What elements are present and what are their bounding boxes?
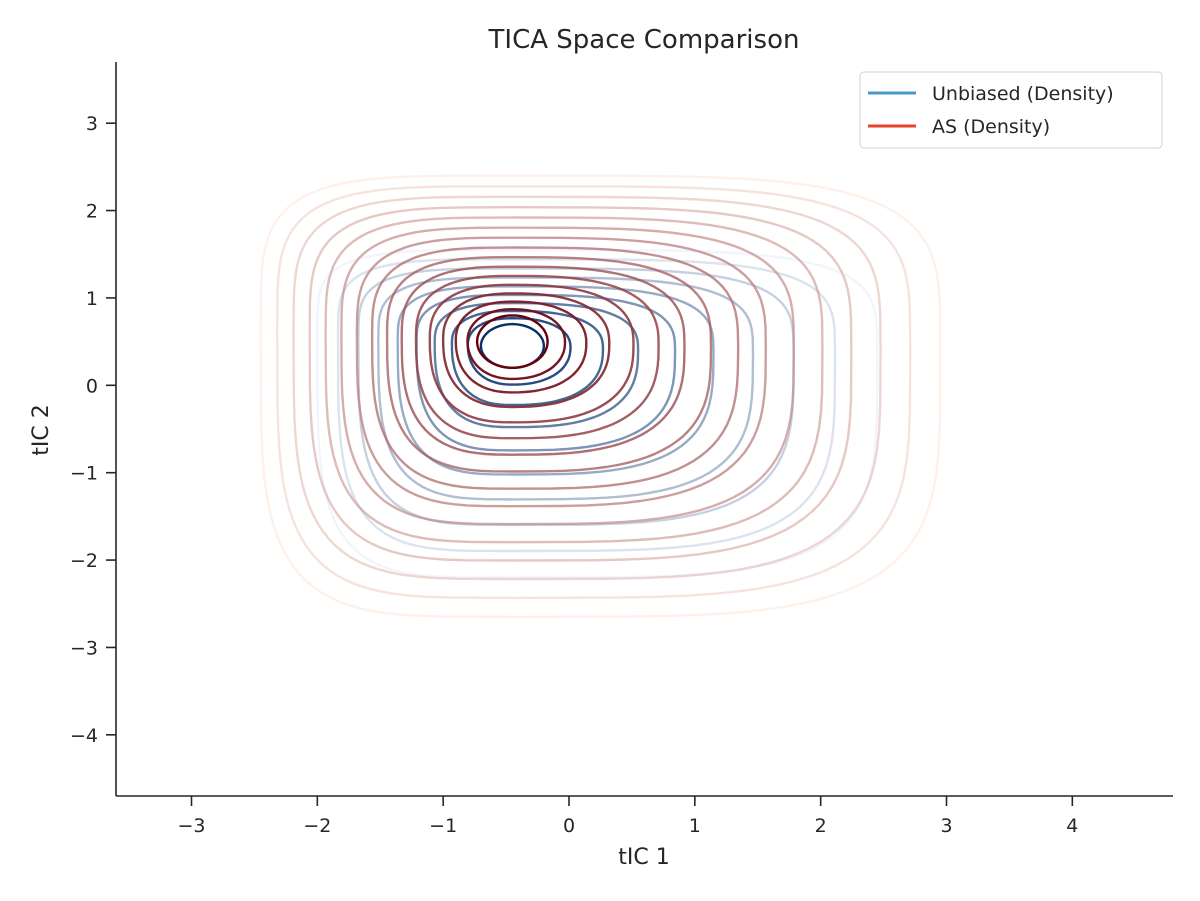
x-tick-label: −2 bbox=[303, 815, 331, 837]
y-ticks: 3 2 1 0 −1 −2 −3 −4 bbox=[70, 113, 116, 747]
y-tick-label: −2 bbox=[70, 550, 98, 572]
x-tick-label: 4 bbox=[1066, 815, 1078, 837]
legend-frame bbox=[859, 71, 1163, 149]
as-contour-level bbox=[370, 246, 740, 490]
y-tick-label: −4 bbox=[70, 725, 98, 747]
as-contour-level bbox=[385, 256, 713, 473]
contour-series-as bbox=[259, 174, 942, 619]
y-tick-label: 2 bbox=[86, 201, 98, 223]
as-contour-level bbox=[308, 205, 853, 562]
x-tick-label: 0 bbox=[563, 815, 575, 837]
as-contour-level bbox=[276, 185, 912, 600]
unbiased-contour-level bbox=[377, 276, 755, 501]
as-contour-level bbox=[454, 300, 588, 394]
contour-series-unbiased bbox=[316, 248, 879, 579]
unbiased-contour-level bbox=[357, 267, 795, 527]
y-tick-label: 1 bbox=[86, 288, 98, 310]
legend-label-as: AS (Density) bbox=[932, 116, 1050, 138]
as-contour-level bbox=[259, 174, 942, 619]
legend-label-unbiased: Unbiased (Density) bbox=[932, 83, 1114, 105]
as-contour-level bbox=[475, 314, 549, 369]
as-contour-level bbox=[355, 236, 767, 508]
unbiased-contour-level bbox=[336, 258, 837, 553]
y-tick-label: 3 bbox=[86, 113, 98, 135]
as-contour-level bbox=[466, 308, 567, 381]
legend: Unbiased (Density) AS (Density) bbox=[859, 71, 1163, 149]
x-ticks: −3 −2 −1 0 1 2 3 4 bbox=[177, 796, 1078, 837]
x-tick-label: −3 bbox=[177, 815, 205, 837]
axes bbox=[115, 62, 1173, 797]
x-axis-label: tIC 1 bbox=[618, 845, 669, 870]
unbiased-contour-level bbox=[396, 285, 715, 476]
contour-layer bbox=[259, 174, 942, 619]
x-tick-label: 2 bbox=[815, 815, 827, 837]
x-tick-label: −1 bbox=[429, 815, 457, 837]
unbiased-contour-level bbox=[450, 309, 605, 407]
as-contour-level bbox=[340, 226, 796, 526]
y-tick-label: −1 bbox=[70, 463, 98, 485]
as-contour-level bbox=[292, 195, 882, 581]
x-tick-label: 1 bbox=[689, 815, 701, 837]
as-contour-level bbox=[324, 216, 824, 544]
chart-title: TICA Space Comparison bbox=[488, 25, 800, 55]
x-tick-label: 3 bbox=[940, 815, 952, 837]
y-tick-label: −3 bbox=[70, 637, 98, 659]
y-tick-label: 0 bbox=[86, 375, 98, 397]
as-contour-level bbox=[428, 283, 635, 424]
as-contour-level bbox=[441, 292, 611, 409]
as-contour-level bbox=[414, 274, 660, 440]
as-contour-level bbox=[400, 265, 686, 456]
y-axis-label: tIC 2 bbox=[29, 404, 54, 455]
unbiased-contour-level bbox=[316, 248, 879, 579]
